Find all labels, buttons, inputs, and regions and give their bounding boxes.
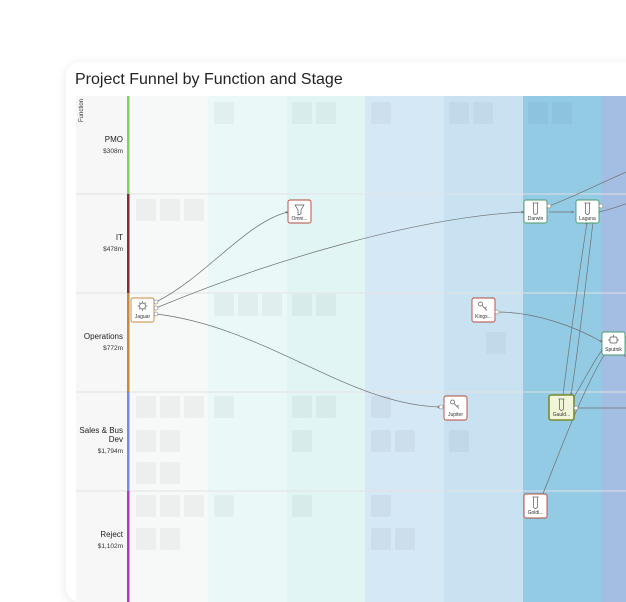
function-axis-label: Function [79,99,85,122]
row-sales-value: $1,794m [98,448,123,455]
stage-column-5 [444,96,523,602]
row-operations-value: $772m [103,345,123,352]
node-jaguar-port-2[interactable] [153,305,159,311]
stage-column-4 [365,96,444,602]
node-darwin-port[interactable] [546,203,552,209]
node-jaguar-port-1[interactable] [153,299,159,305]
row-it-value: $478m [103,246,123,253]
row-reject: Reject $1,102m [98,491,130,602]
connector-jaguar-jupiter [155,313,441,409]
row-pmo: PMO $308m [103,96,130,194]
node-darwin[interactable]: Darwin [523,199,552,224]
connector-laguna-out [598,203,626,213]
node-laguna-label: Laguna [579,216,596,222]
node-darwin-label: Darwin [528,216,544,222]
stage-column-3 [287,96,365,602]
node-jaguar[interactable]: Jaguar [130,297,159,323]
row-sales-name-line-1: Sales & Bus [79,426,123,435]
node-sputnik-label: Sputnik [605,347,622,353]
row-operations-name: Operations [84,332,123,341]
robot-icon [608,335,619,344]
node-jupiter[interactable]: Jupiter [438,395,468,421]
test-tube-icon [584,202,591,215]
row-it: IT $478m [103,194,130,293]
key-icon [450,399,460,409]
connector-darwin-out [548,171,626,207]
connector-jaguar-omni [155,211,289,303]
stage-columns [130,96,626,602]
node-kings[interactable]: Kings... [471,297,500,323]
function-label-column [76,96,130,602]
node-gauld-port[interactable] [573,405,579,411]
test-tube-icon [532,496,539,509]
funnel-card: Project Funnel by Function and Stage Fun… [66,62,626,602]
row-reject-color-bar [127,491,130,602]
connector-goldi-sputnik [541,351,607,497]
funnel-icon [294,204,305,216]
row-pmo-color-bar [127,96,130,194]
node-goldi[interactable]: Goldi... [523,493,548,519]
row-labels: PMO $308m IT $478m Operations $772m Sale… [79,96,130,602]
node-jaguar-port-3[interactable] [153,311,159,317]
test-tube-icon [532,202,539,215]
node-omni[interactable]: Omni... [287,199,312,224]
row-sales-name-line-2: Dev [109,435,123,444]
row-sales-bus-dev: Sales & Bus Dev $1,794m [79,392,130,491]
row-pmo-name: PMO [105,135,123,144]
row-pmo-value: $308m [103,148,123,155]
node-jaguar-label: Jaguar [135,314,151,320]
row-it-name: IT [116,233,123,242]
funnel-diagram: Function [76,96,626,602]
row-reject-value: $1,102m [98,543,123,550]
node-goldi-label: Goldi... [528,510,544,516]
nodes: Jaguar Omni... Jupiter [130,199,626,519]
row-operations-color-bar [127,293,130,392]
node-jupiter-port[interactable] [438,404,444,410]
node-kings-port[interactable] [494,309,500,315]
test-tube-icon [558,398,565,411]
chart-title: Project Funnel by Function and Stage [75,71,343,88]
connector-gauld-laguna [562,221,589,396]
row-sales-name: Sales & Bus Dev [79,426,123,444]
node-laguna-port[interactable] [598,203,604,209]
node-gauld-label: Gauld... [553,412,571,418]
stage-column-1 [130,96,208,602]
gear-icon [137,301,148,311]
row-operations: Operations $772m [84,293,130,392]
row-reject-name: Reject [100,530,123,539]
node-omni-label: Omni... [291,216,307,222]
connector-kings-sputnik [496,311,603,343]
node-gauld[interactable]: Gauld... [548,394,579,421]
stage-column-2 [208,96,287,602]
key-icon [478,301,488,311]
connector-laguna-gauld [569,221,594,396]
row-it-color-bar [127,194,130,293]
node-sputnik[interactable]: Sputnik [601,331,626,356]
connector-gauld-sputnik [573,348,604,398]
flow-connectors [155,171,626,497]
node-kings-label: Kings... [475,314,492,320]
node-laguna[interactable]: Laguna [575,199,604,224]
row-sales-color-bar [127,392,130,491]
node-jupiter-label: Jupiter [448,412,463,418]
connector-jaguar-darwin [155,210,525,309]
stage-column-6 [523,96,601,602]
